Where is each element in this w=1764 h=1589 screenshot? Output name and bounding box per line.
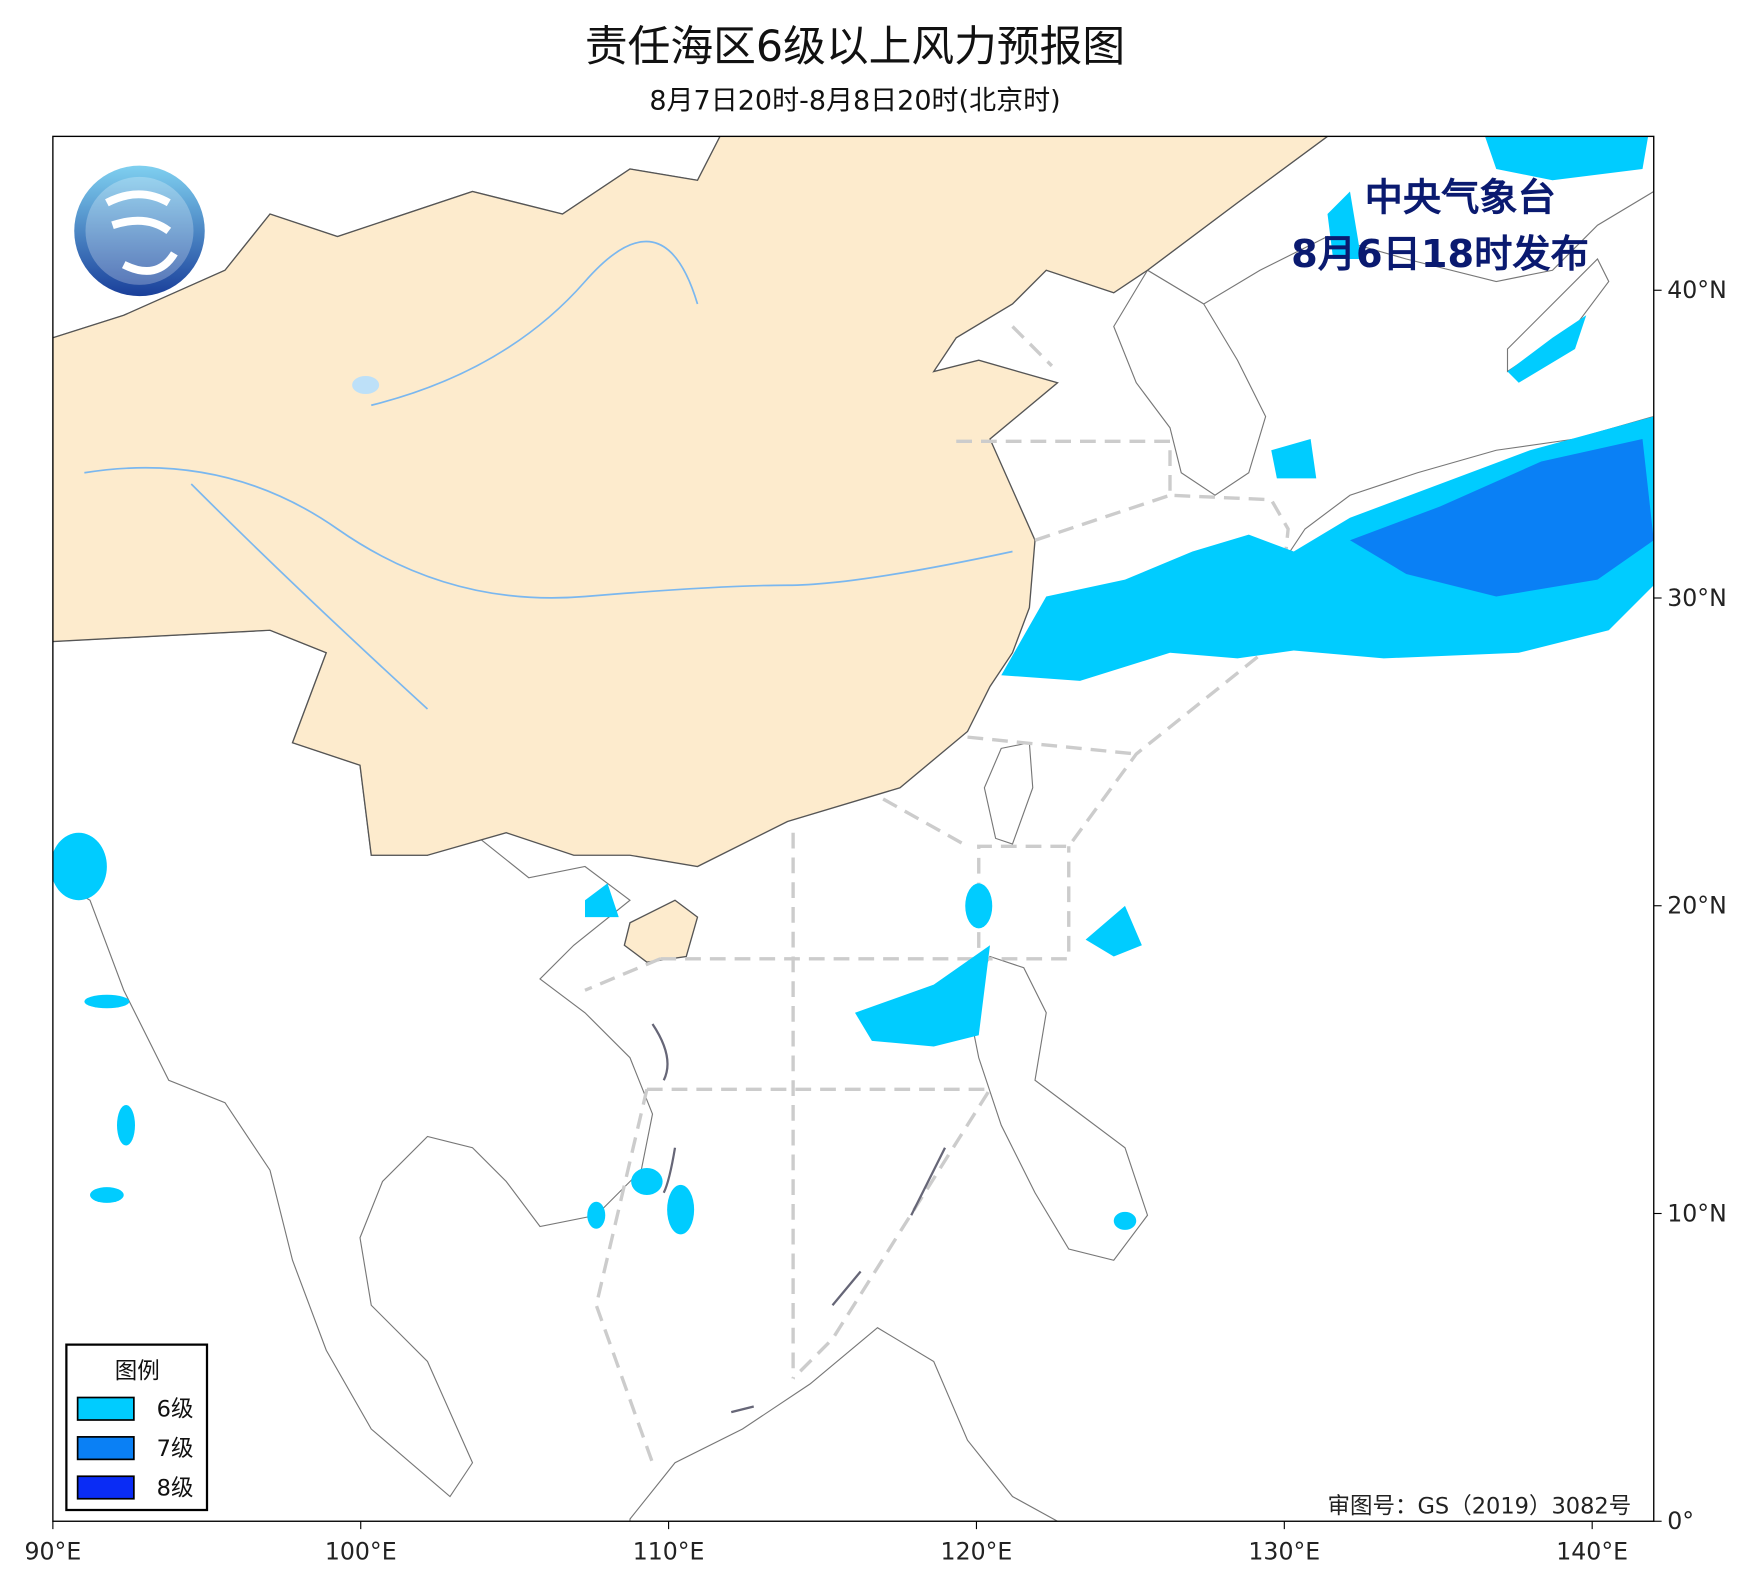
wind-6 xyxy=(1113,1211,1137,1230)
wind-7 xyxy=(1350,439,1654,597)
y-tick-label: 20°N xyxy=(1667,892,1727,920)
borneo xyxy=(629,1327,1058,1522)
legend-title: 图例 xyxy=(115,1358,160,1384)
y-tick-label: 10°N xyxy=(1667,1199,1727,1227)
issuer-time: 8月6日18时发布 xyxy=(1291,232,1589,277)
legend-label: 8级 xyxy=(157,1475,194,1501)
y-tick-label: 40°N xyxy=(1667,276,1727,304)
wind-6 xyxy=(117,1105,135,1146)
legend-swatch xyxy=(76,1475,135,1500)
legend-swatch xyxy=(76,1436,135,1461)
logo xyxy=(74,165,205,297)
x-tick-label: 140°E xyxy=(1556,1538,1628,1566)
rivers xyxy=(84,240,1013,710)
wind-areas xyxy=(52,136,1654,1235)
y-tick-label: 0° xyxy=(1667,1507,1694,1535)
wind-6 xyxy=(90,1187,124,1203)
wind-6 xyxy=(965,883,993,929)
lake xyxy=(352,376,380,394)
subtitle: 8月7日20时-8月8日20时(北京时) xyxy=(649,85,1060,116)
x-tick-label: 130°E xyxy=(1248,1538,1320,1566)
wind-6 xyxy=(84,994,130,1009)
island-marks xyxy=(651,1023,947,1414)
china xyxy=(52,136,1329,868)
title: 责任海区6级以上风力预报图 xyxy=(585,22,1125,72)
map-area xyxy=(52,136,1654,1522)
legend-label: 7级 xyxy=(157,1436,194,1462)
legend: 图例 6级 7级 8级 xyxy=(65,1343,209,1512)
wind-6 xyxy=(587,1201,606,1229)
x-tick-label: 90°E xyxy=(24,1538,81,1566)
y-tick-label: 30°N xyxy=(1667,584,1727,612)
sea-area-boundaries xyxy=(584,325,1290,1464)
x-tick-label: 100°E xyxy=(325,1538,397,1566)
philippines xyxy=(966,955,1149,1261)
issuer-agency: 中央气象台 xyxy=(1365,176,1556,221)
legend-label: 6级 xyxy=(157,1397,194,1423)
map-credit: 审图号：GS（2019）3082号 xyxy=(1328,1493,1632,1519)
map-frame xyxy=(52,135,1655,1522)
wind-6 xyxy=(631,1168,663,1195)
korea xyxy=(1113,269,1267,496)
legend-swatch xyxy=(76,1396,135,1421)
wind-6 xyxy=(667,1184,695,1235)
wind-6 xyxy=(52,832,107,901)
hainan xyxy=(623,899,699,963)
x-tick-label: 110°E xyxy=(633,1538,705,1566)
wind-6 xyxy=(1001,416,1654,681)
x-tick-label: 120°E xyxy=(941,1538,1013,1566)
